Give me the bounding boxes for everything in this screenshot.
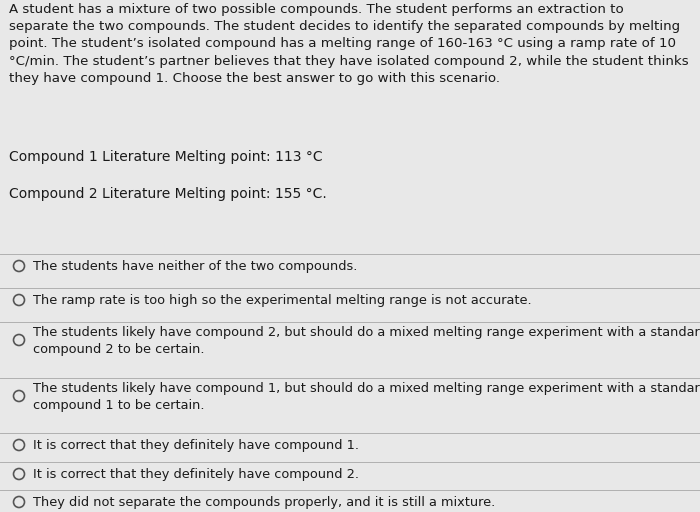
- Text: It is correct that they definitely have compound 2.: It is correct that they definitely have …: [33, 468, 359, 481]
- Text: It is correct that they definitely have compound 1.: It is correct that they definitely have …: [33, 439, 359, 452]
- Text: The ramp rate is too high so the experimental melting range is not accurate.: The ramp rate is too high so the experim…: [33, 294, 531, 307]
- Text: The students likely have compound 2, but should do a mixed melting range experim: The students likely have compound 2, but…: [33, 326, 700, 356]
- Text: A student has a mixture of two possible compounds. The student performs an extra: A student has a mixture of two possible …: [9, 3, 689, 85]
- Text: They did not separate the compounds properly, and it is still a mixture.: They did not separate the compounds prop…: [33, 496, 496, 509]
- Text: The students likely have compound 1, but should do a mixed melting range experim: The students likely have compound 1, but…: [33, 382, 700, 412]
- Text: The students have neither of the two compounds.: The students have neither of the two com…: [33, 260, 358, 273]
- Text: Compound 2 Literature Melting point: 155 °C.: Compound 2 Literature Melting point: 155…: [9, 187, 327, 201]
- Text: Compound 1 Literature Melting point: 113 °C: Compound 1 Literature Melting point: 113…: [9, 150, 323, 164]
